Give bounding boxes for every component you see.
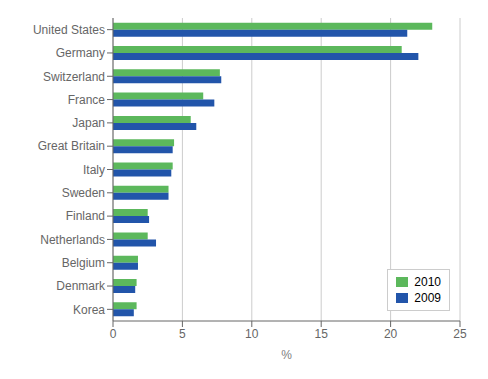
svg-text:25: 25 xyxy=(453,327,467,341)
svg-text:10: 10 xyxy=(245,327,259,341)
svg-text:Switzerland: Switzerland xyxy=(43,70,105,84)
svg-text:0: 0 xyxy=(110,327,117,341)
svg-text:Germany: Germany xyxy=(56,46,105,60)
svg-text:%: % xyxy=(281,348,292,362)
svg-text:Korea: Korea xyxy=(73,303,105,317)
svg-text:Japan: Japan xyxy=(72,116,105,130)
svg-text:United States: United States xyxy=(33,23,105,37)
svg-text:France: France xyxy=(68,93,106,107)
svg-text:5: 5 xyxy=(179,327,186,341)
html-text:2009: 2009 xyxy=(414,291,441,305)
svg-text:Sweden: Sweden xyxy=(62,186,105,200)
svg-text:15: 15 xyxy=(315,327,329,341)
svg-text:Denmark: Denmark xyxy=(56,279,106,293)
svg-text:20: 20 xyxy=(384,327,398,341)
svg-text:Netherlands: Netherlands xyxy=(40,233,105,247)
svg-text:Belgium: Belgium xyxy=(62,256,105,270)
svg-text:Finland: Finland xyxy=(66,209,105,223)
svg-text:Italy: Italy xyxy=(83,163,105,177)
svg-text:Great Britain: Great Britain xyxy=(38,139,105,153)
html-text:2010: 2010 xyxy=(414,275,441,289)
